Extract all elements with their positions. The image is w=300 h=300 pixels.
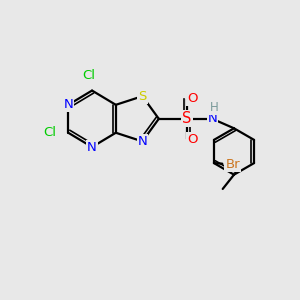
Text: S: S	[138, 90, 147, 103]
Text: N: N	[63, 98, 73, 111]
Text: O: O	[187, 92, 198, 105]
Text: O: O	[187, 133, 198, 146]
Text: H: H	[210, 101, 219, 114]
Text: N: N	[87, 140, 97, 154]
Text: Cl: Cl	[82, 69, 96, 82]
Text: Br: Br	[225, 158, 240, 171]
Text: N: N	[137, 135, 147, 148]
Text: N: N	[207, 112, 217, 125]
Text: Cl: Cl	[43, 126, 56, 139]
Text: S: S	[182, 111, 192, 126]
